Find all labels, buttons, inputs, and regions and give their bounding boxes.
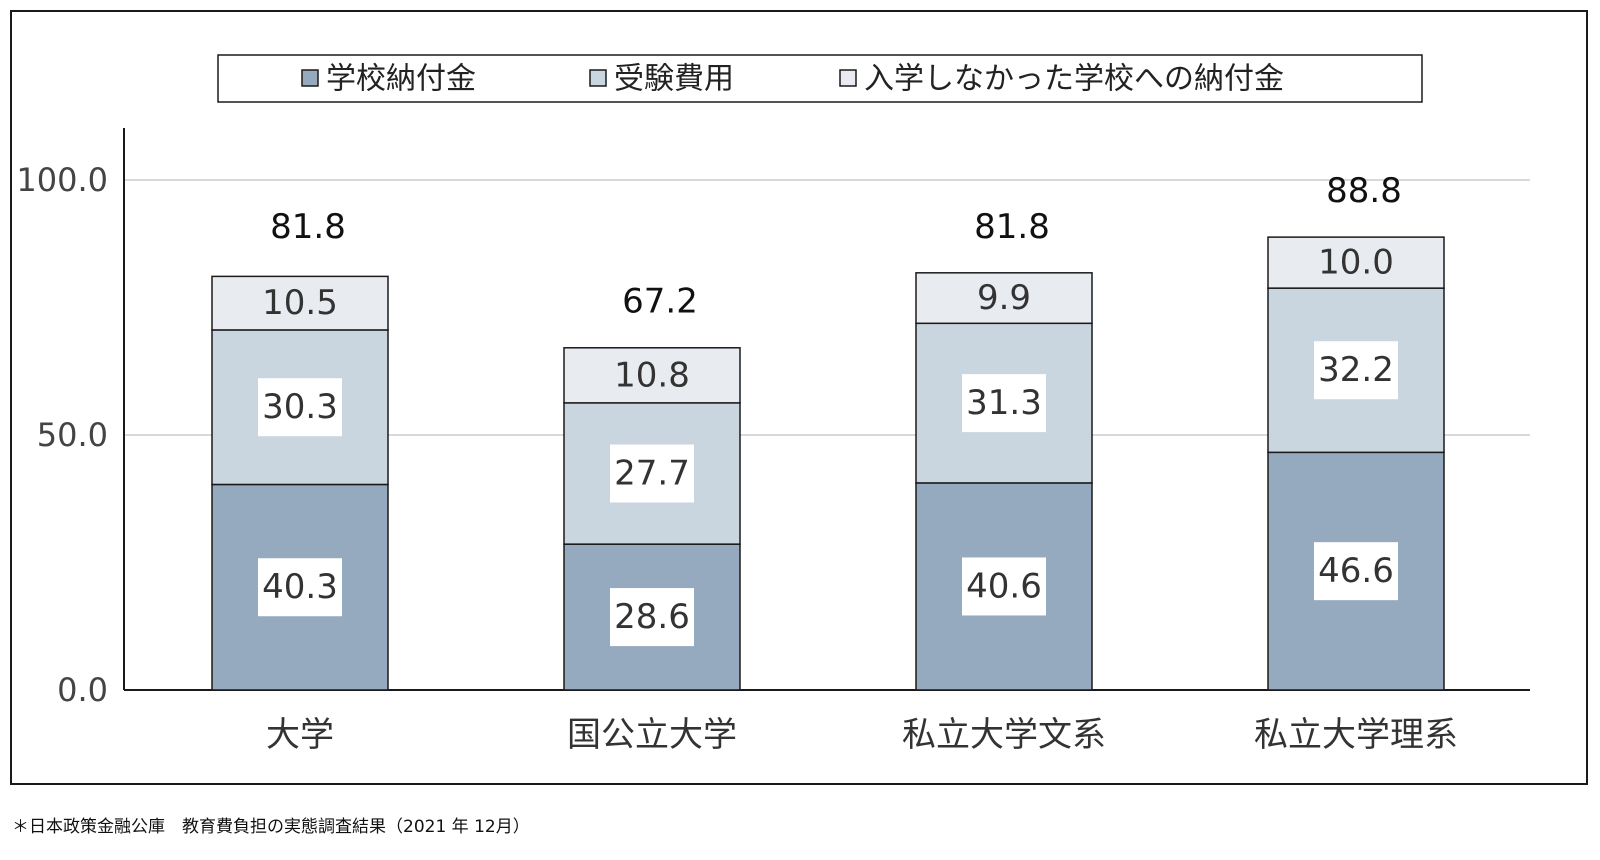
legend-label-3: 入学しなかった学校への納付金 [864,62,1284,97]
data-label-bg-3-1 [962,557,1046,616]
total-label-2: 67.2 [622,281,698,321]
legend-label-2: 受験費用 [614,62,734,97]
chart-frame [10,10,1588,785]
data-label-2-1: 28.6 [614,597,690,637]
bar-seg-2-3 [563,347,741,404]
data-label-1-1: 40.3 [262,567,338,607]
total-label-3: 81.8 [974,207,1050,247]
data-label-bg-2-2 [610,444,694,503]
legend-label-1: 学校納付金 [326,62,476,97]
data-label-1-3: 10.5 [262,283,338,323]
data-label-bg-4-2 [1314,341,1398,400]
legend-swatch-1 [301,69,319,87]
total-label-1: 81.8 [270,207,346,247]
data-label-4-3: 10.0 [1318,243,1394,283]
data-label-3-2: 31.3 [966,383,1042,423]
bar-seg-1-3 [211,275,389,331]
data-label-4-1: 46.6 [1318,551,1394,591]
data-label-bg-1-2 [258,378,342,437]
source-footnote: ＊日本政策金融公庫 教育費負担の実態調査結果（2021 年 12月） [12,817,530,837]
data-label-4-2: 32.2 [1318,350,1394,390]
data-label-2-3: 10.8 [614,355,690,395]
data-label-bg-2-1 [610,588,694,647]
data-label-bg-3-2 [962,374,1046,433]
data-label-3-1: 40.6 [966,566,1042,606]
y-tick-label-1: 0.0 [57,671,108,709]
bar-seg-3-3 [915,272,1093,325]
data-label-3-3: 9.9 [977,278,1031,318]
x-tick-label-4: 私立大学理系 [1254,715,1458,755]
data-label-bg-4-1 [1314,542,1398,601]
data-label-bg-1-1 [258,558,342,617]
y-tick-label-2: 50.0 [37,416,108,454]
bar-seg-4-3 [1267,236,1445,289]
legend-swatch-2 [589,69,607,87]
y-tick-label-3: 100.0 [16,161,108,199]
data-label-1-2: 30.3 [262,387,338,427]
total-label-4: 88.8 [1326,171,1402,211]
x-tick-label-3: 私立大学文系 [902,715,1106,755]
x-tick-label-1: 大学 [266,715,334,755]
legend-swatch-3 [839,69,857,87]
data-label-2-2: 27.7 [614,454,690,494]
legend-box [217,54,1423,103]
x-tick-label-2: 国公立大学 [567,715,737,755]
